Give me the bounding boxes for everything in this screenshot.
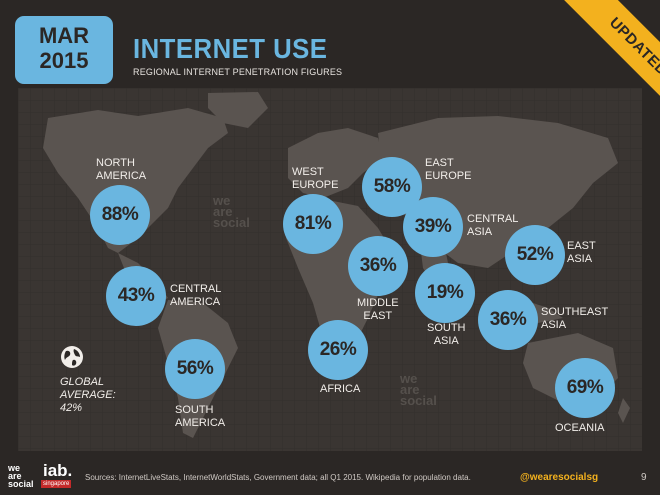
region-label-east-europe: EAST EUROPE (425, 157, 471, 183)
watermark-line: are (400, 382, 420, 397)
label-line: SOUTHEAST (541, 306, 609, 318)
label-line: ASIA (541, 319, 567, 331)
bubble-south-asia: 19% (415, 263, 475, 323)
bubble-central-asia: 39% (403, 197, 463, 257)
iab-logo: iab. singapore (41, 462, 75, 490)
landmass-north-america (43, 108, 228, 253)
region-label-north-america: NORTH AMERICA (96, 157, 146, 183)
bubble-south-america: 56% (165, 339, 225, 399)
label-line: EAST (425, 157, 454, 169)
bubble-oceania: 69% (555, 358, 615, 418)
bubble-southeast-asia: 36% (478, 290, 538, 350)
region-label-southeast-asia: SOUTHEAST ASIA (541, 306, 608, 332)
landmass-greenland (208, 92, 268, 128)
iab-subtext: singapore (41, 480, 72, 488)
watermark-line: social (400, 393, 437, 408)
bubble-east-asia: 52% (505, 225, 565, 285)
page-title: INTERNET USE (133, 33, 328, 64)
label-line: AMERICA (175, 417, 226, 429)
region-label-middle-east: MIDDLE EAST (357, 297, 399, 323)
bubble-africa: 26% (308, 320, 368, 380)
label-line: MIDDLE (357, 297, 399, 309)
logo-line: are (8, 471, 22, 481)
watermark-line: social (213, 215, 250, 230)
watermark-line: are (213, 204, 233, 219)
global-average: GLOBAL AVERAGE: 42% (60, 376, 116, 415)
region-label-west-europe: WEST EUROPE (292, 166, 338, 192)
label-line: ASIA (467, 226, 493, 238)
label-line: SOUTH (427, 322, 466, 334)
label-line: AFRICA (320, 383, 361, 395)
watermark-logo: we are social (400, 371, 437, 408)
global-line: GLOBAL (60, 376, 105, 388)
globe-icon (61, 346, 83, 368)
landmass-new-zealand (618, 398, 630, 423)
label-line: ASIA (567, 253, 593, 265)
bubble-north-america: 88% (90, 185, 150, 245)
label-line: EUROPE (425, 170, 472, 182)
watermark-logo: we are social (213, 193, 250, 230)
social-handle: @wearesocialsg (520, 472, 599, 483)
iab-text: iab. (43, 461, 73, 480)
watermark-line: we (400, 371, 418, 386)
region-label-oceania: OCEANIA (555, 422, 605, 435)
bubble-central-america: 43% (106, 266, 166, 326)
page-number: 9 (641, 472, 647, 483)
date-year: 2015 (39, 48, 89, 73)
label-line: EAST (567, 240, 596, 252)
label-line: WEST (292, 166, 324, 178)
label-line: OCEANIA (555, 422, 605, 434)
label-line: CENTRAL (467, 213, 519, 225)
bubble-west-europe: 81% (283, 194, 343, 254)
region-label-central-america: CENTRAL AMERICA (170, 283, 221, 309)
label-line: AMERICA (96, 170, 147, 182)
label-line: CENTRAL (170, 283, 222, 295)
label-line: ASIA (433, 335, 459, 347)
label-line: EUROPE (292, 179, 339, 191)
region-label-south-america: SOUTH AMERICA (175, 404, 225, 430)
region-label-central-asia: CENTRAL ASIA (467, 213, 518, 239)
bubble-middle-east: 36% (348, 236, 408, 296)
page-subtitle: REGIONAL INTERNET PENETRATION FIGURES (133, 67, 343, 77)
date-month: MAR (38, 23, 90, 48)
logo-line: social (8, 479, 34, 489)
region-label-africa: AFRICA (320, 383, 360, 396)
label-line: AMERICA (170, 296, 221, 308)
label-line: EAST (363, 310, 393, 322)
region-label-east-asia: EAST ASIA (567, 240, 596, 266)
label-line: SOUTH (175, 404, 214, 416)
label-line: NORTH (96, 157, 135, 169)
wearesocial-logo: we are social (8, 463, 34, 489)
global-line: AVERAGE: (60, 389, 116, 401)
sources-text: Sources: InternetLiveStats, InternetWorl… (85, 473, 471, 482)
region-label-south-asia: SOUTH ASIA (427, 322, 466, 348)
logo-line: we (8, 463, 21, 473)
global-value: 42% (60, 402, 83, 414)
watermark-line: we (213, 193, 231, 208)
footer (0, 455, 660, 495)
date-badge: MAR 2015 (15, 16, 113, 84)
landmass-europe (288, 128, 383, 198)
